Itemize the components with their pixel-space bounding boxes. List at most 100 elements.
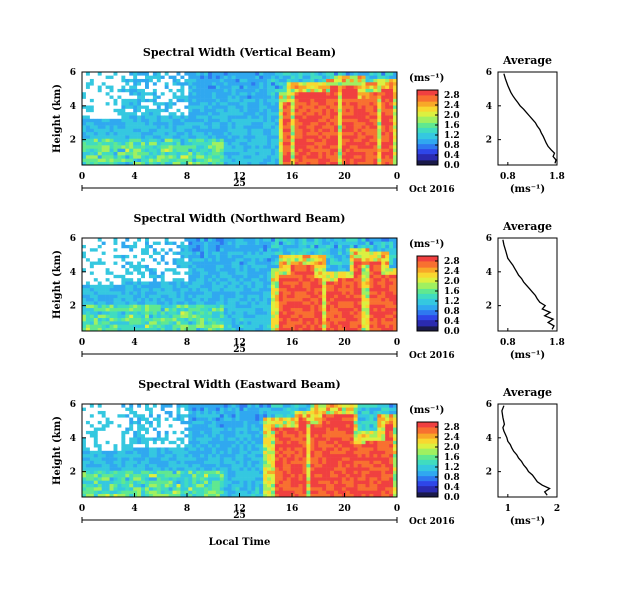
- heatmap-cell: [93, 453, 99, 458]
- heatmap-cell: [219, 138, 225, 143]
- heatmap-cell: [164, 128, 169, 133]
- heatmap-cell: [219, 155, 225, 159]
- heatmap-cell: [101, 274, 106, 279]
- heatmap-cell: [121, 287, 126, 292]
- heatmap-cell: [263, 138, 268, 143]
- heatmap-cell: [267, 238, 272, 242]
- heatmap-cell: [188, 274, 193, 279]
- heatmap-cell: [373, 254, 378, 259]
- heatmap-cell: [200, 317, 205, 322]
- colorbar-step: [417, 157, 438, 160]
- colorbar-step: [417, 289, 438, 292]
- heatmap-cell: [137, 88, 142, 93]
- heatmap-cell: [365, 311, 370, 315]
- heatmap-cell: [235, 88, 240, 93]
- heatmap-cell: [247, 291, 252, 295]
- heatmap-cell: [381, 101, 386, 106]
- heatmap-cell: [172, 111, 177, 116]
- heatmap-cell: [215, 155, 221, 159]
- heatmap-cell: [82, 128, 87, 133]
- heatmap-cell: [196, 301, 201, 305]
- heatmap-cell: [377, 301, 382, 305]
- heatmap-cell: [117, 274, 122, 279]
- heatmap-cell: [314, 85, 319, 89]
- heatmap-cell: [365, 277, 370, 282]
- heatmap-cell: [322, 131, 327, 136]
- heatmap-cell: [259, 287, 264, 292]
- heatmap-cell: [306, 91, 311, 96]
- heatmap-cell: [176, 108, 181, 113]
- heatmap-cell: [82, 281, 87, 285]
- heatmap-cell: [85, 281, 91, 285]
- heatmap-cell: [334, 121, 339, 126]
- heatmap-cell: [164, 141, 169, 146]
- heatmap-cell: [298, 125, 303, 129]
- heatmap-cell: [152, 125, 158, 129]
- heatmap-cell: [85, 264, 91, 269]
- heatmap-cell: [271, 105, 276, 109]
- heatmap-cell: [385, 254, 390, 259]
- heatmap-cell: [341, 261, 347, 265]
- heatmap-cell: [243, 241, 248, 245]
- heatmap-cell: [243, 251, 248, 255]
- heatmap-cell: [235, 327, 240, 332]
- heatmap-cell: [208, 267, 213, 272]
- heatmap-cell: [125, 128, 130, 133]
- heatmap-cell: [148, 257, 154, 262]
- heatmap-cell: [192, 158, 197, 162]
- heatmap-cell: [148, 281, 154, 285]
- heatmap-cell: [129, 324, 134, 328]
- heatmap-cell: [302, 121, 307, 126]
- heatmap-cell: [231, 155, 236, 159]
- heatmap-cell: [247, 151, 252, 156]
- heatmap-cell: [156, 148, 162, 153]
- heatmap-cell: [389, 81, 394, 86]
- heatmap-cell: [188, 141, 193, 146]
- heatmap-cell: [152, 247, 158, 252]
- heatmap-cell: [113, 463, 118, 468]
- heatmap-cell: [393, 301, 398, 305]
- heatmap-cell: [129, 115, 134, 119]
- heatmap-cell: [373, 244, 378, 249]
- heatmap-cell: [322, 128, 327, 133]
- heatmap-cell: [117, 463, 122, 468]
- heatmap-cell: [302, 244, 307, 249]
- heatmap-cell: [101, 420, 106, 425]
- heatmap-cell: [389, 264, 394, 269]
- heatmap-cell: [357, 131, 362, 136]
- heatmap-cell: [259, 151, 264, 156]
- heatmap-cell: [298, 294, 303, 299]
- heatmap-cell: [211, 91, 217, 96]
- heatmap-cell: [160, 135, 165, 139]
- heatmap-cell: [121, 135, 126, 139]
- heatmap-cell: [133, 81, 138, 86]
- heatmap-cell: [101, 287, 106, 292]
- heatmap-cell: [180, 85, 185, 89]
- heatmap-cell: [172, 267, 177, 272]
- heatmap-cell: [215, 257, 221, 262]
- heatmap-cell: [381, 251, 386, 255]
- heatmap-cell: [82, 447, 87, 451]
- heatmap-cell: [286, 257, 291, 262]
- heatmap-cell: [286, 284, 291, 289]
- heatmap-cell: [160, 251, 165, 255]
- heatmap-cell: [259, 304, 264, 309]
- heatmap-cell: [369, 161, 374, 166]
- heatmap-cell: [235, 135, 240, 139]
- heatmap-cell: [247, 311, 252, 315]
- heatmap-cell: [365, 261, 370, 265]
- heatmap-cell: [105, 271, 110, 275]
- heatmap-cell: [129, 311, 134, 315]
- heatmap-cell: [306, 297, 311, 302]
- heatmap-cell: [188, 261, 193, 265]
- heatmap-cell: [337, 261, 343, 265]
- heatmap-cell: [82, 427, 87, 431]
- heatmap-cell: [310, 251, 315, 255]
- heatmap-cell: [200, 324, 205, 328]
- heatmap-cell: [148, 101, 154, 106]
- heatmap-cell: [97, 72, 102, 76]
- heatmap-cell: [105, 277, 110, 282]
- heatmap-cell: [152, 88, 158, 93]
- heatmap-cell: [97, 404, 102, 408]
- heatmap-cell: [337, 125, 343, 129]
